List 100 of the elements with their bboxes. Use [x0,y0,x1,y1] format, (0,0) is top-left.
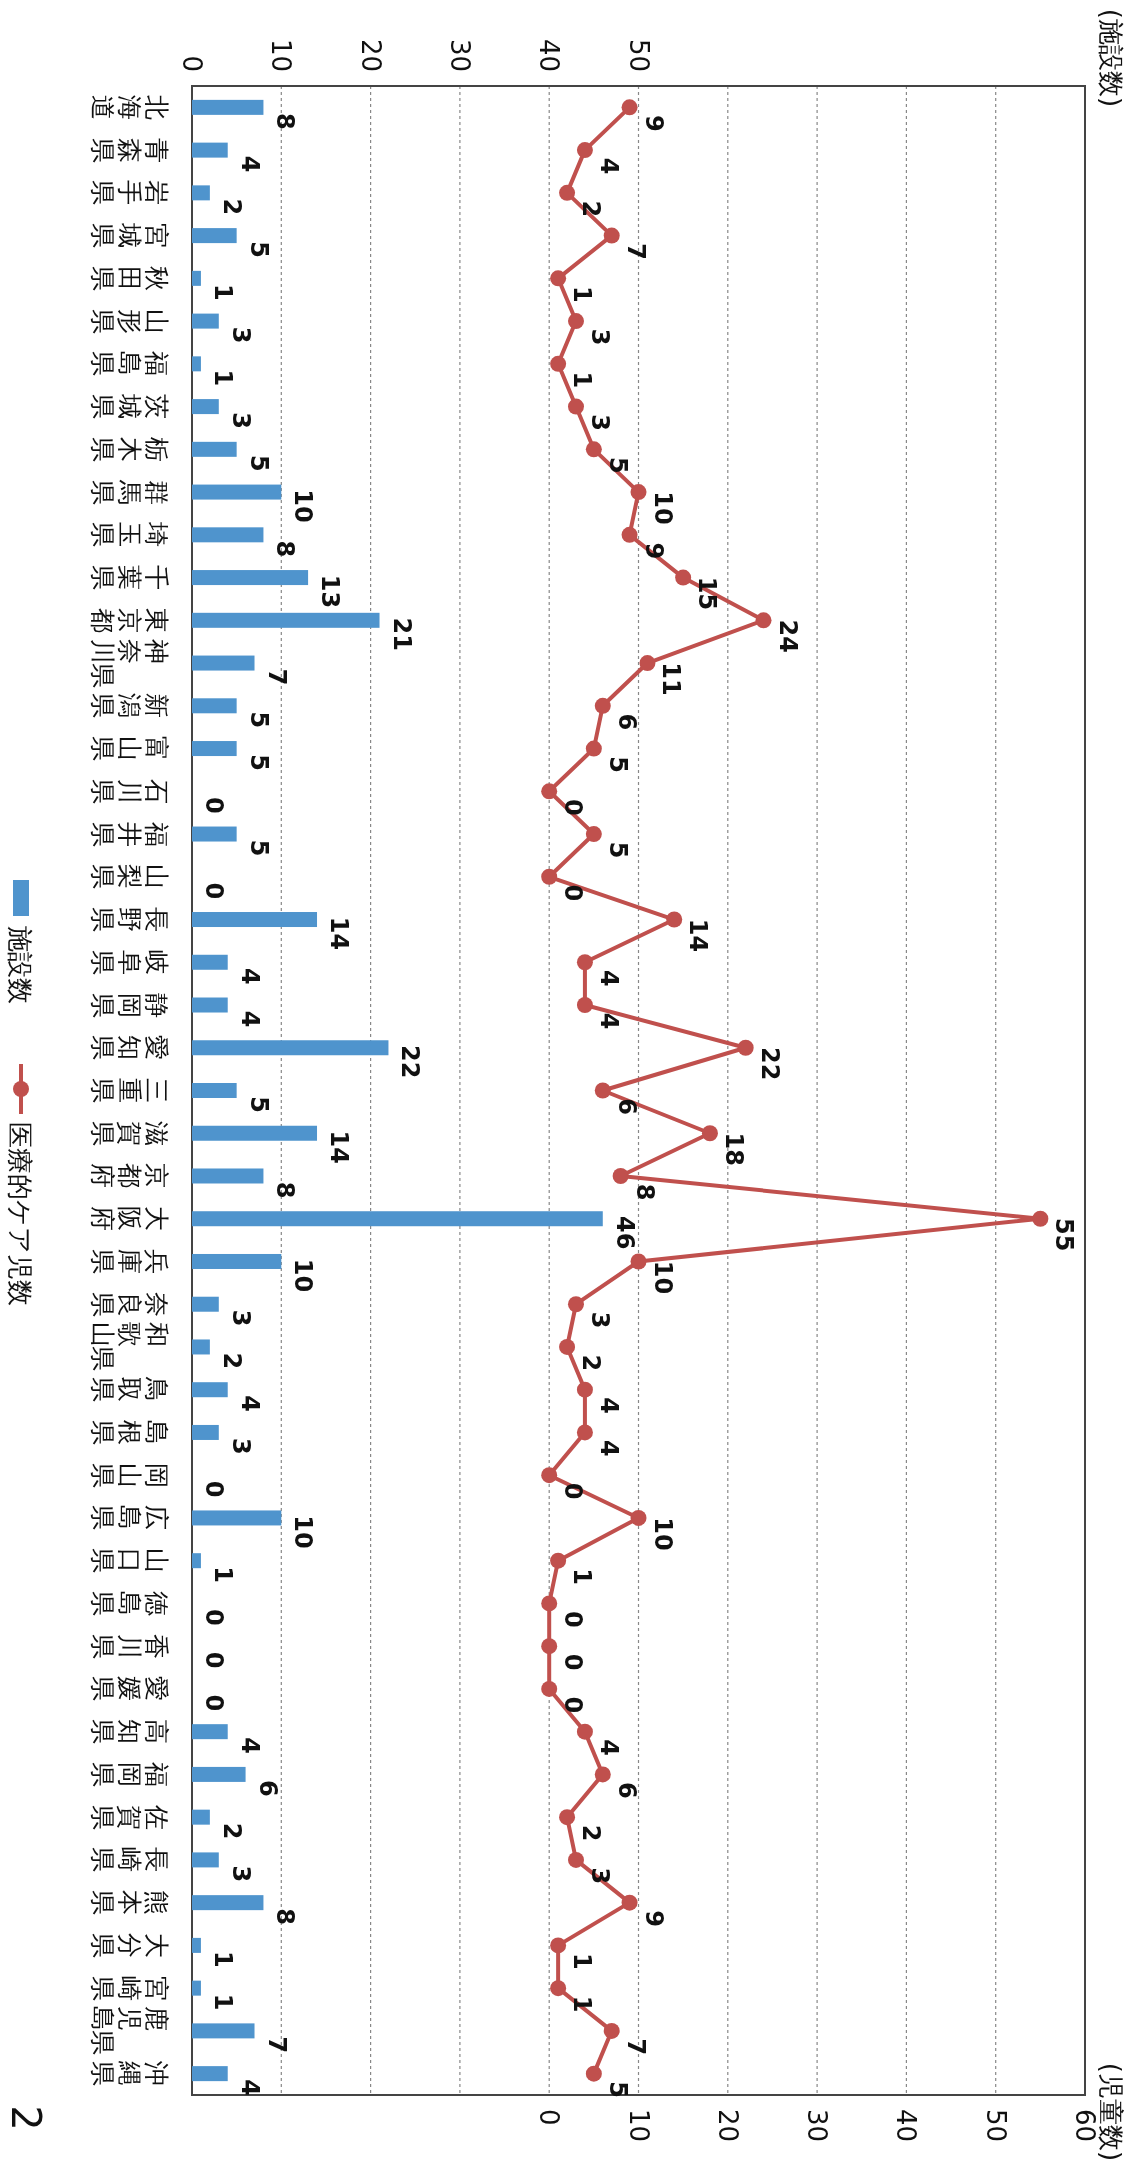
y-tick-label: 奈良県 [88,1291,171,1317]
point [576,142,593,159]
x-tick-label: 40 [891,2109,922,2143]
data-label: 5 [244,711,273,729]
data-label: 4 [235,2079,264,2096]
data-label: 0 [559,1611,588,1628]
text: (児童数) [1096,2062,1126,2162]
data-label: 2 [217,198,246,216]
data-label: 14 [325,1130,354,1164]
data-label: 4 [594,1397,623,1415]
y-tick-label: 滋賀県 [88,1120,171,1146]
data-label: 4 [235,1395,264,1413]
point [594,697,611,714]
point [576,954,593,971]
data-label: 1 [568,1953,597,1970]
y-tick-label: 新潟県 [88,693,171,719]
y-tick-label: 富山県 [88,736,171,762]
y-tick-label: 長崎県 [88,1847,171,1873]
data-label: 4 [594,157,623,175]
data-label: 11 [657,662,686,696]
point [550,1980,567,1997]
point [612,1167,629,1184]
data-label: 6 [612,713,641,731]
y-tick-label: 岩手県 [88,180,171,206]
x2-axis-title: (施設数) [1096,8,1126,108]
point [621,1894,638,1911]
point [576,1381,593,1398]
data-label: 1 [568,1568,597,1586]
point [550,270,567,287]
y-tick-label: 青森県 [88,137,171,163]
y-tick-label: 山形県 [88,308,171,334]
y-tick-label: 秋田県 [88,265,171,291]
point [541,1595,558,1612]
data-label: 0 [200,796,228,814]
point [567,1851,584,1868]
y-tick-label: 鳥取県 [88,1376,171,1403]
data-label: 6 [253,1780,282,1797]
point [639,655,656,672]
x-tick-label: 10 [623,2109,654,2143]
y-tick-label: 佐賀県 [88,1804,171,1830]
data-label: 1 [208,1951,237,1968]
data-label: 14 [684,918,713,953]
data-label: 3 [226,1309,255,1327]
y-tick-label: 沖縄県 [88,2060,171,2087]
data-label: 6 [612,1782,641,1799]
data-label: 0 [200,882,228,900]
data-label: 14 [325,916,354,951]
data-label: 3 [585,414,614,431]
point [550,1552,567,1569]
data-label: 4 [235,967,264,985]
data-label: 8 [271,113,300,130]
data-label: 3 [226,1865,255,1883]
point [541,783,558,800]
data-label: 5 [244,241,273,258]
data-label: 1 [208,284,237,301]
y-tick-label: 岐阜県 [88,949,171,975]
y-tick-label: 石川県 [88,778,171,804]
y-tick-label: 山口県 [88,1548,171,1574]
text: 2 [3,2105,49,2131]
data-label: 1 [208,1566,237,1584]
x2-tick-label: 20 [355,38,386,72]
data-label: 3 [226,326,255,344]
data-label: 5 [244,454,273,472]
data-label: 8 [271,1181,300,1199]
y-tick-label: 静岡県 [88,992,171,1018]
data-label: 0 [200,1480,228,1498]
data-label: 24 [773,619,802,654]
point [630,1509,647,1526]
point [630,484,647,501]
y-tick-label: 三重県 [88,1078,171,1103]
data-label: 10 [289,1258,318,1293]
data-label: 8 [271,1908,300,1925]
y-tick-label: 兵庫県 [88,1248,171,1274]
data-label: 0 [559,884,588,902]
y-tick-label: 京都府 [88,1163,171,1189]
data-label: 1 [208,1993,237,2011]
data-label: 7 [621,2038,650,2056]
x2-tick-label: 0 [177,55,207,72]
data-label: 2 [577,1824,606,1842]
data-label: 5 [244,1096,273,1113]
point [541,1638,558,1655]
x2-tick-label: 50 [623,38,654,72]
data-label: 10 [648,491,677,525]
data-label: 10 [289,489,318,523]
y-tick-label: 高知県 [88,1719,171,1745]
point [621,99,638,116]
data-label: 4 [235,155,264,173]
point [701,1125,718,1142]
point [550,1937,567,1954]
data-label: 4 [235,1010,264,1028]
y-tick-label: 福岡県 [88,1761,171,1787]
y-tick-label: 埼玉県 [88,521,171,548]
y-tick-label: 栃木県 [88,436,171,462]
data-label: 0 [559,1696,588,1714]
data-label: 21 [387,617,416,652]
point [576,1723,593,1740]
data-label: 4 [594,969,623,987]
point [559,1338,576,1355]
data-label: 5 [603,2081,632,2098]
point [541,1467,558,1484]
